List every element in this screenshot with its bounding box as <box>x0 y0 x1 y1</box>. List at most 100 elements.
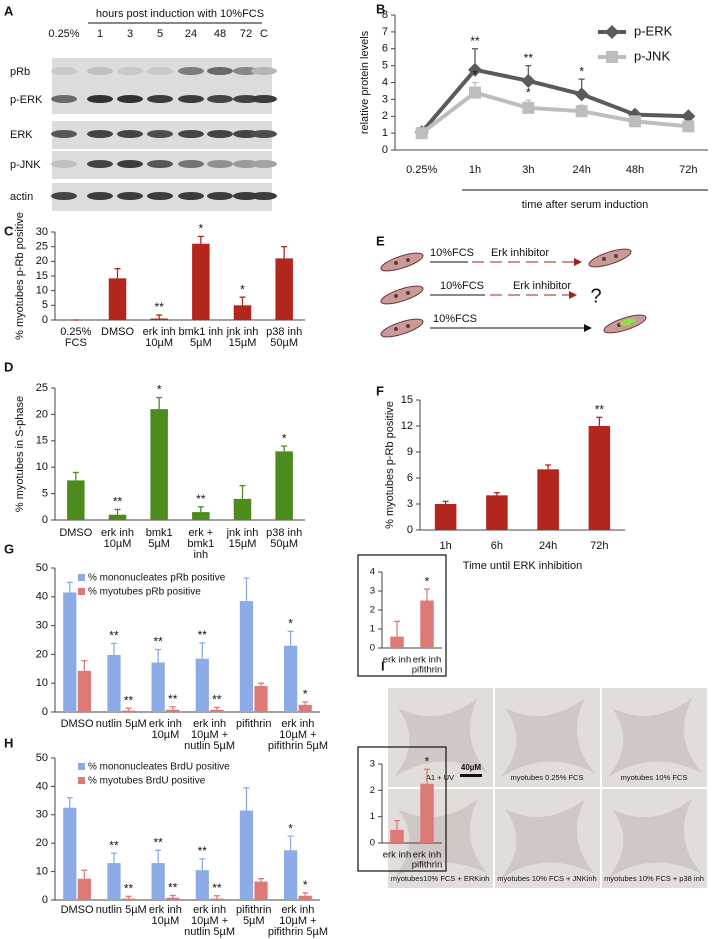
blot-band <box>117 67 143 75</box>
x-tick-label: DMSO <box>101 326 134 338</box>
question-mark: ? <box>590 285 601 307</box>
y-tick-label: 0 <box>382 144 388 156</box>
y-tick-label: 0 <box>42 894 48 906</box>
blot-band <box>147 95 173 103</box>
x-tick-label: pifithrin 5µM <box>268 926 328 938</box>
legend-label: % mononucleates pRb positive <box>88 573 226 584</box>
blot-band <box>251 192 277 200</box>
blot-band <box>233 95 259 103</box>
blot-band <box>178 130 204 138</box>
blot-band <box>51 192 77 200</box>
panel-label: A <box>4 3 14 18</box>
panel-label: E <box>376 233 385 248</box>
x-tick-label: bmk1 <box>187 538 214 550</box>
x-tick-label: 10µM + <box>191 915 228 927</box>
x-tick-label: erk inh <box>383 655 412 666</box>
bar <box>195 658 209 712</box>
significance: ** <box>524 51 534 65</box>
y-tick-label: 30 <box>36 809 48 821</box>
cell-shape <box>393 698 488 778</box>
x-axis-label: time after serum induction <box>522 199 649 211</box>
blot-band <box>87 95 113 103</box>
lane-label: C <box>260 28 268 40</box>
significance: ** <box>198 628 208 642</box>
blot-band <box>147 130 173 138</box>
bar <box>195 870 209 900</box>
significance: * <box>157 383 162 397</box>
x-tick-label: erk inh <box>193 904 226 916</box>
blot-band <box>207 95 233 103</box>
y-tick-label: 0 <box>370 643 375 654</box>
significance: ** <box>109 838 119 852</box>
y-tick-label: 3 <box>370 586 375 597</box>
arrow-label: 10%FCS <box>433 313 477 325</box>
blot-band <box>178 192 204 200</box>
x-tick-label: 24h <box>539 540 557 552</box>
significance: * <box>473 68 478 82</box>
row-label: actin <box>10 191 33 203</box>
x-tick-label: nutlin 5µM <box>184 740 235 752</box>
bar <box>107 654 121 712</box>
y-tick-label: 20 <box>36 408 48 420</box>
bar <box>210 898 224 900</box>
x-tick-label: erk inh <box>149 718 182 730</box>
blot-band <box>87 67 113 75</box>
row-label: p-JNK <box>10 159 41 171</box>
y-tick-label: 5 <box>382 60 388 72</box>
marker <box>468 62 482 77</box>
blot-band <box>251 67 277 75</box>
y-axis-label: % myotubes p-Rb positive <box>14 212 26 340</box>
series-line <box>420 67 689 134</box>
bar <box>192 243 210 320</box>
bar <box>254 881 268 900</box>
arrow-label: 10%FCS <box>440 280 484 292</box>
panel-label: B <box>376 1 385 16</box>
arrow-label: Erk inhibitor <box>513 280 571 292</box>
marker <box>681 109 696 124</box>
micrograph-caption: myotubes 0.25% FCS <box>511 773 584 782</box>
blot-band <box>51 130 77 138</box>
x-tick-label: pifithrin 5µM <box>268 740 328 752</box>
blot-band <box>207 130 233 138</box>
significance: * <box>425 574 430 588</box>
significance: * <box>282 431 287 445</box>
bar <box>108 278 127 320</box>
y-tick-label: 0 <box>42 706 48 718</box>
x-tick-label: 6h <box>491 540 503 552</box>
legend-swatch <box>78 763 85 770</box>
blot-band <box>233 130 259 138</box>
nucleus <box>614 254 618 258</box>
marker <box>415 127 428 140</box>
blot-band <box>87 160 113 168</box>
x-tick-label: 5µM <box>190 337 212 349</box>
bar <box>390 829 404 843</box>
y-tick-label: 0 <box>407 524 413 536</box>
y-tick-label: 20 <box>36 255 48 267</box>
panel-label: D <box>4 359 13 374</box>
blot-band <box>147 192 173 200</box>
y-tick-label: 6 <box>407 472 413 484</box>
x-tick-label: 50µM <box>270 337 298 349</box>
significance: ** <box>196 492 206 506</box>
y-tick-label: 30 <box>36 620 48 632</box>
cell-shape <box>393 799 488 879</box>
significance: ** <box>198 844 208 858</box>
x-tick-label: 10µM <box>152 729 180 741</box>
x-tick-label: pifithrin <box>236 718 271 730</box>
y-tick-label: 6 <box>382 43 388 55</box>
row-label: ERK <box>10 129 33 141</box>
bar <box>275 451 293 520</box>
significance: * <box>579 64 584 78</box>
bar <box>151 863 165 900</box>
significance: * <box>288 821 293 835</box>
y-tick-label: 2 <box>370 605 375 616</box>
significance: * <box>303 687 308 701</box>
panel-label: I <box>381 658 385 673</box>
significance: ** <box>124 693 134 707</box>
significance: * <box>425 754 430 768</box>
blot-band <box>147 160 173 168</box>
series-line <box>420 90 689 135</box>
bar <box>77 670 91 712</box>
blot-band <box>207 67 233 75</box>
micrograph-caption: A1 + UV <box>426 773 454 782</box>
